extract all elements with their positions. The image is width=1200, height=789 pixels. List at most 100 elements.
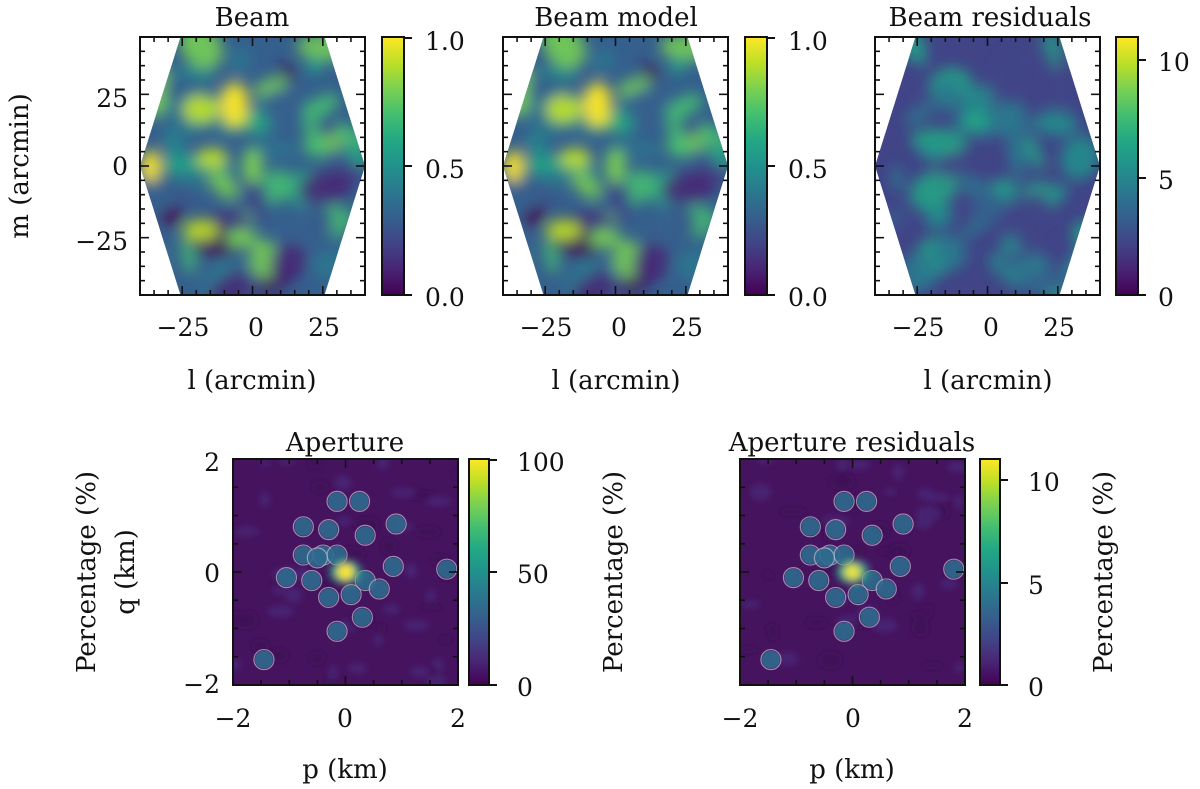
station-spot (944, 560, 963, 579)
heatmap-ripple (779, 507, 808, 516)
station-spot (277, 568, 296, 587)
heatmap-hotspot (196, 148, 228, 169)
station-ring (368, 578, 390, 600)
ticks (739, 458, 966, 686)
heatmap-blob (1009, 142, 1025, 161)
station-spot (761, 650, 780, 669)
y-axis-label: q (km) (111, 529, 141, 615)
peak-glow (329, 560, 362, 584)
station-spot (877, 579, 896, 598)
heatmap-blob (339, 255, 365, 295)
station-ring (858, 606, 880, 628)
station-spot (815, 548, 834, 567)
heatmap-hotspot (141, 150, 162, 182)
y-tick-label: 25 (96, 84, 128, 113)
heatmap-blob (931, 233, 968, 271)
ticks (874, 36, 1101, 296)
heatmap-blob (260, 89, 305, 127)
station-ring (382, 555, 404, 577)
x-tick-label: 0 (611, 313, 627, 342)
heatmap-blob (909, 169, 957, 210)
heatmap-hotspot (182, 220, 219, 241)
heatmap-ripple (805, 617, 828, 629)
ticks (232, 458, 459, 686)
heatmap-fill (503, 37, 728, 295)
station-spot (860, 608, 879, 627)
colorbar-tick-label: 50 (517, 560, 549, 589)
x-tick-label: −25 (157, 313, 210, 342)
heatmap-blob (903, 102, 936, 126)
colorbar-tick-label: 0 (517, 673, 533, 702)
panel-beam: Beam 25 0 −25 −25 0 25 l (arcmin) m (arc… (5, 3, 465, 396)
heatmap-ripple (740, 646, 759, 654)
colorbar-label: Percentage (%) (1089, 471, 1119, 673)
heatmap-ripple (377, 459, 389, 470)
colorbar-tick-label: 1.0 (788, 27, 828, 56)
heatmap-ripple (259, 492, 270, 507)
station-ring (782, 567, 805, 589)
x-tick-label: −2 (722, 704, 759, 733)
heatmap-ripple (849, 459, 870, 471)
x-axis-label: l (arcmin) (551, 366, 680, 396)
heatmap-blob (1043, 37, 1061, 67)
heatmap-fill (875, 37, 1100, 295)
heatmap-hotspot (588, 229, 621, 248)
heatmap-ripple (347, 663, 367, 674)
station-ring (808, 569, 830, 592)
heatmap-ripple (278, 459, 295, 465)
peak-core (844, 564, 861, 580)
heatmap-ripple (271, 648, 289, 663)
station-spot (328, 622, 347, 641)
heatmap-blob (181, 237, 196, 275)
ticks (139, 36, 366, 296)
heatmap-blob (580, 206, 614, 236)
heatmap-blob (544, 237, 559, 275)
heatmap-ripple (923, 604, 934, 613)
heatmap-ripple (756, 459, 774, 464)
y-tick-label: 0 (112, 152, 128, 181)
x-tick-label: 0 (337, 704, 353, 733)
heatmap-ripple (260, 459, 271, 467)
heatmap-ripple (915, 506, 942, 522)
heatmap-blob (229, 48, 251, 74)
heatmap-blob (633, 243, 670, 282)
station-ring (385, 513, 407, 535)
station-spot (319, 520, 338, 539)
x-axis-label: l (arcmin) (187, 366, 316, 396)
heatmap-blob (992, 103, 1027, 138)
station-spot (835, 546, 854, 565)
station-spot (857, 492, 876, 511)
station-ring (301, 569, 323, 592)
heatmap-ripple (921, 493, 950, 502)
panel-aperture: Aperture 2 0 −2 −2 0 2 p (km) q (km) Per… (72, 428, 629, 785)
heatmap-blob (178, 168, 205, 193)
station-spot (254, 650, 273, 669)
station-spot (826, 588, 845, 607)
heatmap-ripple (271, 586, 288, 595)
heatmap-ripple (234, 526, 260, 537)
heatmap-texture (140, 37, 365, 295)
heatmap-ripple (403, 620, 429, 631)
station-ring (326, 490, 348, 512)
heatmap-blob (1001, 178, 1018, 204)
station-spot (294, 517, 313, 536)
heatmap-blob (335, 37, 364, 66)
heatmap-ripple (836, 459, 848, 472)
station-ring (861, 524, 883, 546)
x-tick-label: 0 (983, 313, 999, 342)
colorbar (744, 36, 768, 296)
colorbar (1115, 36, 1139, 296)
heatmap-hotspot (545, 220, 582, 241)
heatmap-ripple (749, 483, 772, 501)
heatmap-hotspot (583, 82, 612, 127)
heatmap-blob (990, 52, 1014, 105)
station-ring (847, 583, 869, 606)
heatmap-blob (610, 269, 630, 295)
heatmap-blob (298, 170, 353, 205)
heatmap-ripple (336, 516, 351, 526)
heatmap-ripple (883, 488, 897, 495)
heatmap-hotspot (504, 150, 525, 182)
station-spot (835, 622, 854, 641)
colorbar (468, 458, 490, 686)
colorbar-tick-label: 10 (1158, 48, 1190, 77)
